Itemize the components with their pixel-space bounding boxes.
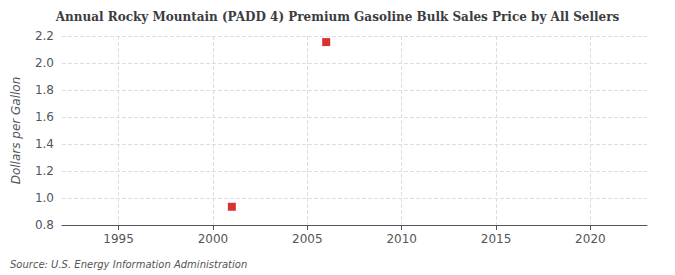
svg-text:1.6: 1.6 (35, 110, 54, 124)
svg-text:1.8: 1.8 (35, 83, 54, 97)
svg-text:2015: 2015 (481, 232, 512, 246)
svg-text:0.8: 0.8 (35, 218, 54, 232)
svg-text:1995: 1995 (103, 232, 134, 246)
svg-text:1.2: 1.2 (35, 164, 54, 178)
svg-text:2.0: 2.0 (35, 56, 54, 70)
svg-text:Dollars per Gallon: Dollars per Gallon (9, 77, 23, 185)
svg-text:2020: 2020 (575, 232, 606, 246)
svg-text:2.2: 2.2 (35, 29, 54, 43)
svg-text:1.0: 1.0 (35, 191, 54, 205)
svg-text:2010: 2010 (386, 232, 417, 246)
svg-text:2005: 2005 (292, 232, 323, 246)
svg-text:Source: U.S. Energy Informatio: Source: U.S. Energy Information Administ… (10, 259, 247, 270)
svg-text:1.4: 1.4 (35, 137, 54, 151)
svg-text:2000: 2000 (198, 232, 229, 246)
svg-text:Annual Rocky Mountain (PADD 4): Annual Rocky Mountain (PADD 4) Premium G… (55, 10, 620, 24)
